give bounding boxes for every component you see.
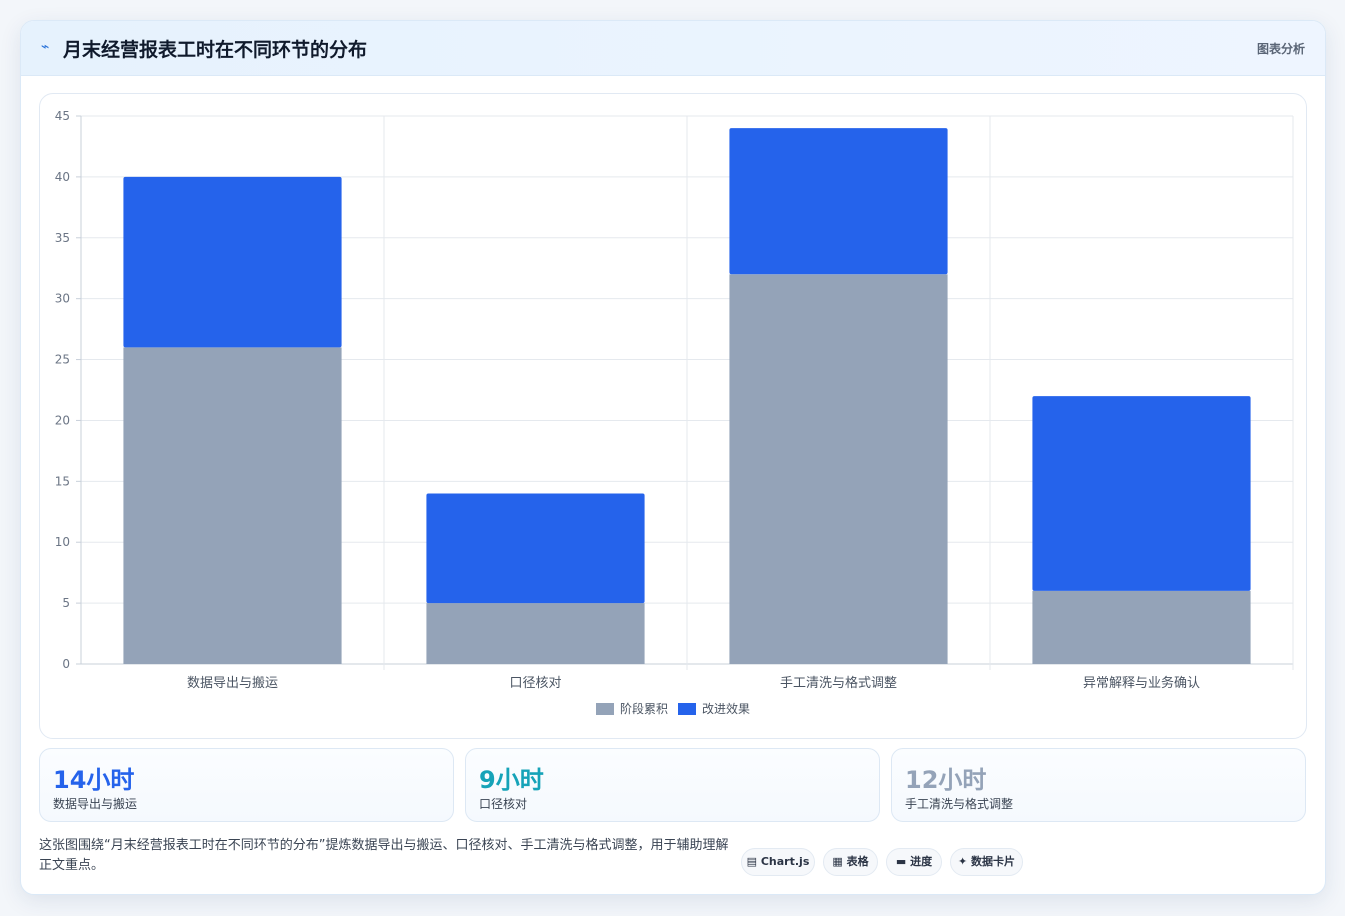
bar-segment [1032, 396, 1251, 591]
chart-container: 0 5 10 15 20 25 30 35 40 45 数据导出与搬运 口径核对 手工清洗与格式调整 异常… [39, 93, 1307, 739]
sparkle-icon: ✦ [957, 855, 968, 868]
legend-swatch [678, 703, 696, 715]
y-tick-label: 45 [55, 109, 70, 123]
tag-label: Chart.js [760, 855, 810, 868]
bar-segment [123, 176, 342, 348]
bar-segment [1032, 590, 1251, 664]
y-tick-label: 10 [55, 535, 70, 549]
y-tick-label: 25 [55, 353, 70, 367]
stat-card: 9小时 口径核对 [465, 748, 880, 822]
stat-label: 手工清洗与格式调整 [905, 797, 1014, 811]
x-tick-label: 手工清洗与格式调整 [780, 675, 897, 691]
stat-card: 12小时 手工清洗与格式调整 [891, 748, 1306, 822]
bar-segment [426, 603, 645, 664]
y-tick-label: 35 [55, 231, 70, 245]
y-tick-label: 20 [55, 413, 70, 427]
card-header: ⌁ 月末经营报表工时在不同环节的分布 图表分析 [21, 21, 1325, 76]
x-tick-label: 异常解释与业务确认 [1083, 675, 1200, 691]
bar-segment [426, 493, 645, 604]
tag-label: 数据卡片 [971, 855, 1016, 868]
chart-icon: ▤ [746, 855, 758, 868]
stat-label: 数据导出与搬运 [53, 797, 138, 811]
tag-table[interactable]: ▦ 表格 [823, 848, 878, 876]
table-icon: ▦ [832, 855, 843, 868]
card-title: 月末经营报表工时在不同环节的分布 [63, 39, 368, 61]
stat-label: 口径核对 [479, 797, 528, 811]
tag-progress[interactable]: ▬ 进度 [886, 848, 942, 876]
y-tick-label: 40 [55, 170, 70, 184]
stacked-bar-chart: 0 5 10 15 20 25 30 35 40 45 数据导出与搬运 口径核对 手工清洗与格式调整 异常… [55, 109, 1294, 716]
legend-swatch [596, 703, 614, 715]
legend-label: 改进效果 [702, 701, 750, 716]
chart-card: ⌁ 月末经营报表工时在不同环节的分布 图表分析 0 5 10 15 20 25 30 35 40… [20, 20, 1326, 895]
stat-value: 14小时 [53, 766, 135, 794]
y-tick-label: 0 [62, 657, 70, 671]
tag-label: 表格 [846, 855, 869, 868]
chart-analysis-link[interactable]: 图表分析 [1256, 42, 1305, 56]
bar-segment [729, 274, 948, 664]
stat-value: 12小时 [905, 766, 987, 794]
y-tick-label: 15 [55, 474, 70, 488]
progress-icon: ▬ [895, 855, 907, 868]
tag-chartjs[interactable]: ▤ Chart.js [741, 848, 815, 876]
tag-label: 进度 [910, 855, 933, 868]
bar-segment [123, 347, 342, 664]
tag-data-card[interactable]: ✦ 数据卡片 [950, 848, 1023, 876]
y-tick-label: 5 [62, 596, 70, 610]
x-tick-label: 口径核对 [509, 676, 561, 691]
y-tick-label: 30 [55, 292, 70, 306]
chart-description: 这张图围绕“月末经营报表工时在不同环节的分布”提炼数据导出与搬运、口径核对、手工… [39, 838, 729, 873]
chart-line-icon: ⌁ [41, 39, 50, 55]
stat-value: 9小时 [479, 766, 544, 794]
x-tick-label: 数据导出与搬运 [187, 676, 278, 691]
legend-label: 阶段累积 [620, 701, 668, 716]
bar-segment [729, 128, 948, 275]
stat-cards: 14小时 数据导出与搬运 9小时 口径核对 12小时 手工清洗与格式调整 [39, 748, 1307, 822]
stat-card: 14小时 数据导出与搬运 [39, 748, 454, 822]
